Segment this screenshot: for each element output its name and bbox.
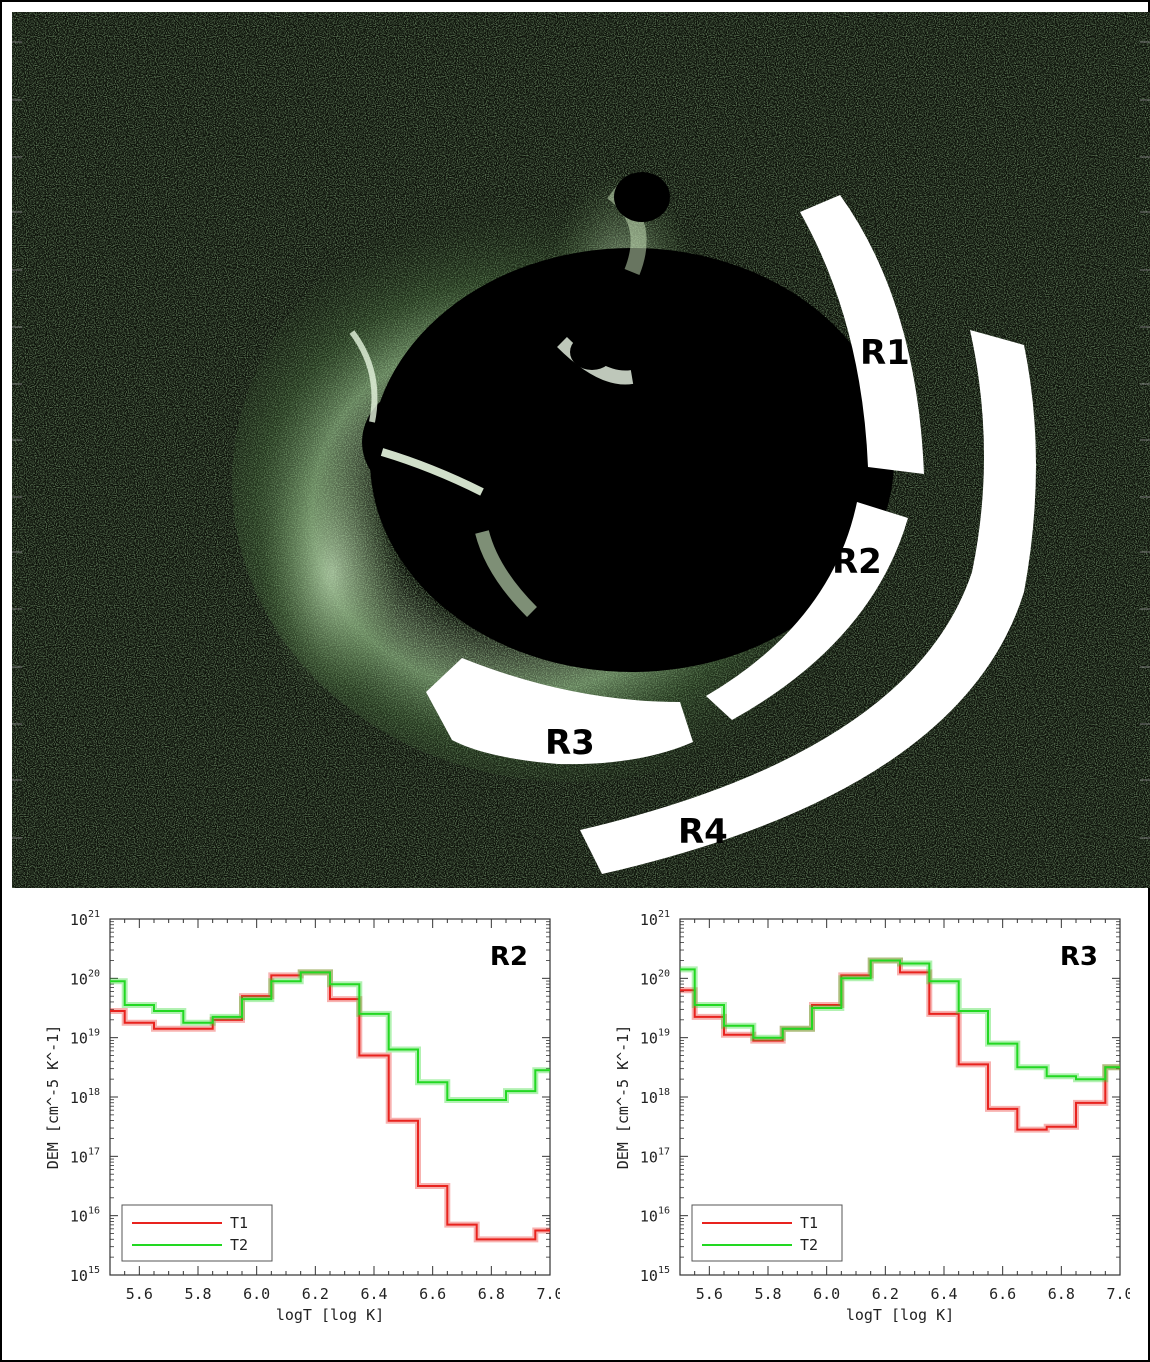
chart-r3-xtick-label: 6.4 [930,1285,957,1303]
chart-r3-legend-label-t2: T2 [800,1236,818,1254]
chart-r2-xtick-label: 5.6 [126,1285,153,1303]
chart-r3-xtick-label: 6.2 [872,1285,899,1303]
chart-r3-ytick-label: 1018 [640,1087,670,1107]
dem-chart-r3: 1015 1016 1017 1018 1019 1020 1021 5.6 5.8 6.0 6.2… [614,909,1134,1324]
chart-r2-ylabel: DEM [cm^-5 K^-1] [44,1025,62,1170]
chart-r2-xtick-label: 7.0 [536,1285,560,1303]
region-r2-band [706,502,908,720]
chart-r3-panel-label: R3 [1060,942,1098,972]
chart-r2-legend-label-t1: T1 [230,1214,248,1232]
chart-r3-ytick-label: 1019 [640,1028,670,1048]
chart-r3-xlabel: logT [log K] [846,1306,954,1324]
chart-r2-ytick-label: 1020 [70,968,100,988]
chart-r3-ytick-label: 1016 [640,1206,670,1226]
chart-r2-ytick-label: 1021 [70,909,100,929]
region-label-r2: R2 [832,542,882,582]
chart-r3-xtick-label: 6.0 [813,1285,840,1303]
chart-r3-legend-label-t1: T1 [800,1214,818,1232]
chart-r2-xlabel: logT [log K] [276,1306,384,1324]
chart-r3-xtick-label: 6.6 [989,1285,1016,1303]
chart-r3-ylabel: DEM [cm^-5 K^-1] [614,1025,632,1170]
chart-r3-xtick-label: 6.8 [1048,1285,1075,1303]
chart-r2-series-t2 [110,971,550,1101]
chart-r3-xtick-label: 7.0 [1106,1285,1130,1303]
dem-plot-r3: 1015 1016 1017 1018 1019 1020 1021 5.6 5.8 6.0 6.2… [610,905,1134,1350]
solar-image: R1 R2 R3 R4 [12,12,1150,888]
chart-r2-ytick-label: 1019 [70,1028,100,1048]
chart-r2-xtick-label: 5.8 [184,1285,211,1303]
chart-r3-series-t2 [680,959,1120,1081]
chart-r3-xtick-label: 5.6 [696,1285,723,1303]
region-label-r1: R1 [860,333,910,373]
chart-r2-panel-label: R2 [490,942,528,972]
dem-plot-r2: 1015 1016 1017 1018 1019 1020 1021 5.6 5.8 6.0 6.2… [40,905,564,1350]
chart-r3-legend [691,1204,843,1262]
chart-r3-ytick-label: 1020 [640,968,670,988]
region-label-r3: R3 [545,723,595,763]
chart-r3-ytick-label: 1017 [640,1146,670,1166]
chart-r3-ytick-label: 1015 [640,1265,670,1285]
chart-r2-xtick-label: 6.4 [360,1285,387,1303]
region-r4-band [580,330,1036,874]
chart-r2-xtick-label: 6.6 [419,1285,446,1303]
dem-chart-r2: 1015 1016 1017 1018 1019 1020 1021 5.6 5.8 6.0 6.2… [44,909,564,1324]
chart-r2-ytick-label: 1017 [70,1146,100,1166]
ticks-left [12,41,1150,839]
chart-r2-ytick-label: 1016 [70,1206,100,1226]
chart-r3-xtick-label: 5.8 [754,1285,781,1303]
chart-r2-ytick-label: 1015 [70,1265,100,1285]
region-r3-band [426,658,693,765]
region-label-r4: R4 [678,812,728,852]
chart-r3-ytick-label: 1021 [640,909,670,929]
chart-r2-ytick-label: 1018 [70,1087,100,1107]
chart-r2-legend-label-t2: T2 [230,1236,248,1254]
chart-r2-series-t1 [110,971,550,1241]
chart-r2-legend [121,1204,273,1262]
chart-r2-xtick-label: 6.8 [478,1285,505,1303]
region-r1-band [800,195,924,474]
chart-r2-xtick-label: 6.0 [243,1285,270,1303]
solar-image-panel: R1 R2 R3 R4 [12,12,1150,888]
chart-r2-xtick-label: 6.2 [302,1285,329,1303]
